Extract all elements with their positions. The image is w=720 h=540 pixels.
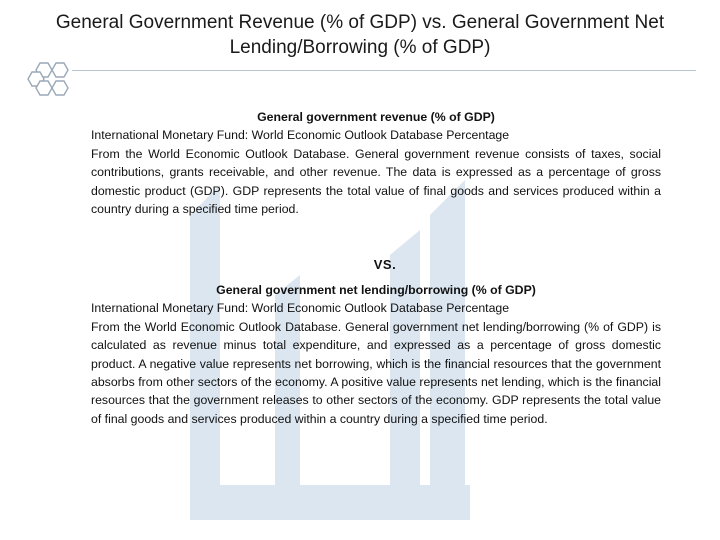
net-lending-source: International Monetary Fund: World Econo…: [91, 301, 510, 316]
net-lending-heading: General government net lending/borrowing…: [216, 283, 536, 297]
revenue-heading: General government revenue (% of GDP): [257, 110, 495, 124]
net-lending-description: From the World Economic Outlook Database…: [91, 319, 661, 426]
building-watermark: [190, 180, 470, 520]
title-divider: [72, 70, 696, 71]
page-title: General Government Revenue (% of GDP) vs…: [55, 12, 665, 58]
versus-label: VS.: [373, 257, 397, 272]
revenue-description: From the World Economic Outlook Database…: [91, 146, 661, 217]
revenue-section: General government revenue (% of GDP) In…: [91, 108, 661, 218]
net-lending-section: General government net lending/borrowing…: [91, 281, 661, 428]
revenue-source: International Monetary Fund: World Econo…: [91, 128, 510, 143]
hexagon-logo-icon: [27, 62, 69, 96]
